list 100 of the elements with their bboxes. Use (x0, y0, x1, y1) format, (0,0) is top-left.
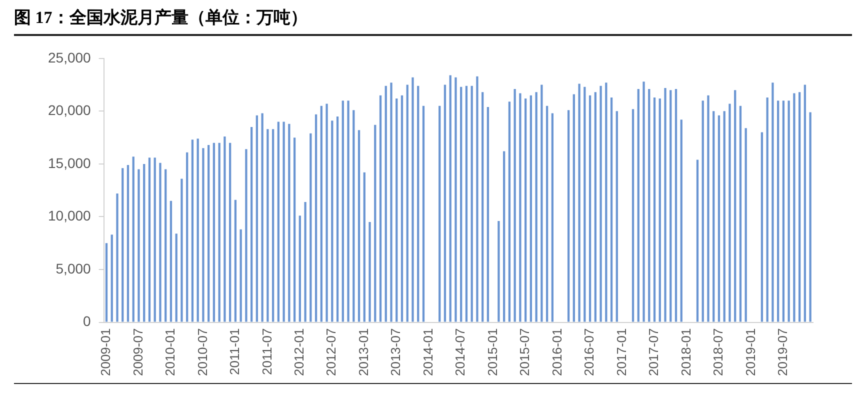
bar (465, 86, 468, 322)
bar (760, 132, 764, 322)
bar (110, 234, 113, 322)
bar (320, 106, 322, 322)
x-tick-label: 2015-07 (517, 328, 532, 376)
bar (218, 142, 220, 322)
bar (293, 138, 296, 322)
bar (208, 144, 210, 322)
bar (154, 158, 156, 322)
bar (584, 86, 586, 322)
y-tick-label: 20,000 (48, 102, 92, 118)
bar (658, 98, 661, 322)
x-tick-label: 2013-07 (388, 328, 404, 376)
x-tick-label: 2017-07 (646, 328, 662, 376)
bar (766, 97, 768, 322)
bar (594, 92, 596, 322)
bar (202, 148, 204, 322)
bar (670, 90, 672, 322)
bar (460, 86, 462, 322)
bar (412, 77, 414, 322)
bar (696, 160, 699, 322)
bar (578, 84, 580, 322)
bar (138, 169, 140, 322)
bar (342, 100, 344, 322)
bar (702, 100, 704, 322)
bar (524, 98, 527, 322)
bar (572, 94, 575, 322)
bar (444, 84, 446, 322)
bar (486, 106, 490, 322)
bar (384, 86, 387, 322)
bar (664, 88, 666, 322)
bar (374, 124, 376, 322)
bar (674, 89, 678, 322)
bar (266, 129, 269, 322)
x-tick-label: 2009-01 (98, 328, 114, 376)
bar (588, 95, 592, 322)
bar (363, 172, 366, 322)
bar (132, 156, 134, 322)
bar (352, 110, 355, 322)
bar (788, 100, 790, 322)
bar (454, 77, 457, 322)
bar (728, 104, 731, 322)
bar (400, 95, 404, 322)
x-tick-label: 2014-01 (420, 328, 436, 376)
bar (804, 84, 806, 322)
bar (314, 114, 318, 322)
bar (540, 84, 543, 322)
bar (304, 202, 306, 322)
bar (277, 122, 280, 322)
x-tick-label: 2018-07 (710, 328, 726, 376)
bar (122, 168, 124, 322)
bar (605, 82, 608, 322)
bar (782, 100, 785, 322)
bar (610, 97, 613, 322)
y-tick-label: 5,000 (56, 260, 92, 276)
bar (470, 86, 473, 322)
bar (707, 95, 710, 322)
x-tick-label: 2019-01 (742, 328, 758, 376)
bar (310, 133, 312, 322)
x-tick-label: 2017-01 (614, 328, 629, 376)
bar (476, 76, 478, 322)
bar (240, 229, 242, 322)
bar (530, 95, 532, 322)
bar (642, 82, 645, 322)
bar (170, 200, 172, 322)
bar (482, 92, 484, 322)
bar (712, 111, 715, 322)
x-tick-label: 2019-07 (775, 328, 790, 376)
bar (793, 93, 796, 322)
bar (498, 220, 500, 322)
bar (503, 151, 506, 322)
x-tick-label: 2018-01 (678, 328, 694, 376)
bar (261, 113, 264, 322)
bar (196, 138, 199, 322)
bar (551, 113, 554, 322)
bar (396, 98, 398, 322)
x-tick-label: 2011-07 (259, 328, 274, 376)
bar (229, 142, 232, 322)
bar (148, 158, 151, 322)
x-tick-label: 2010-07 (194, 328, 210, 376)
x-tick-label: 2014-07 (452, 328, 468, 376)
bar (422, 106, 425, 322)
y-tick-label: 0 (83, 313, 92, 330)
x-tick-label: 2011-01 (227, 328, 242, 376)
x-tick-label: 2012-07 (324, 328, 339, 376)
bar (637, 89, 640, 322)
bar (298, 216, 301, 322)
bar (438, 106, 441, 322)
bar (282, 122, 285, 322)
bar (250, 127, 253, 322)
bar (567, 110, 570, 322)
bar (653, 97, 656, 322)
bar (390, 82, 392, 322)
bar (126, 165, 130, 322)
x-tick-label: 2009-07 (130, 328, 146, 376)
bar (191, 140, 194, 322)
bar (519, 93, 522, 322)
x-tick-label: 2016-01 (549, 328, 564, 376)
bar (616, 111, 618, 322)
bar (739, 106, 742, 322)
